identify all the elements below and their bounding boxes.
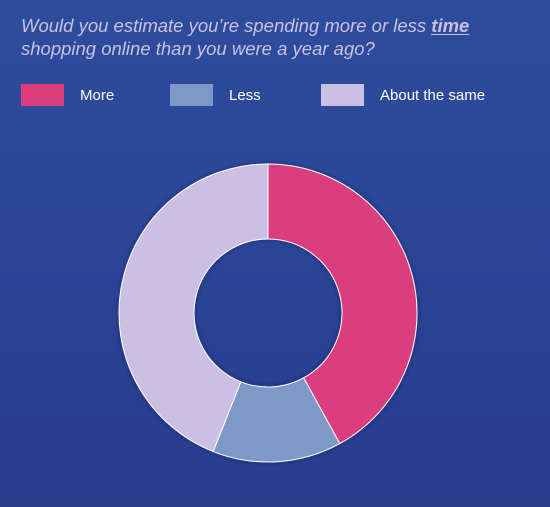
legend-swatch-more xyxy=(21,84,64,106)
legend-swatch-about-the-same xyxy=(321,84,364,106)
chart-title-part2: shopping online than you were a year ago… xyxy=(21,38,375,59)
legend-label-less: Less xyxy=(229,87,261,104)
chart-title-part1: Would you estimate you’re spending more … xyxy=(21,15,432,36)
chart-title: Would you estimate you’re spending more … xyxy=(21,14,531,60)
legend-swatch-less xyxy=(170,84,213,106)
donut-slice-about-the-same xyxy=(118,163,269,453)
legend-label-about-the-same: About the same xyxy=(380,87,486,104)
chart-legend: More Less About the same xyxy=(21,84,541,106)
donut-slice-more xyxy=(267,163,418,445)
legend-label-more: More xyxy=(80,87,115,104)
chart-title-emphasis: time xyxy=(431,15,470,36)
